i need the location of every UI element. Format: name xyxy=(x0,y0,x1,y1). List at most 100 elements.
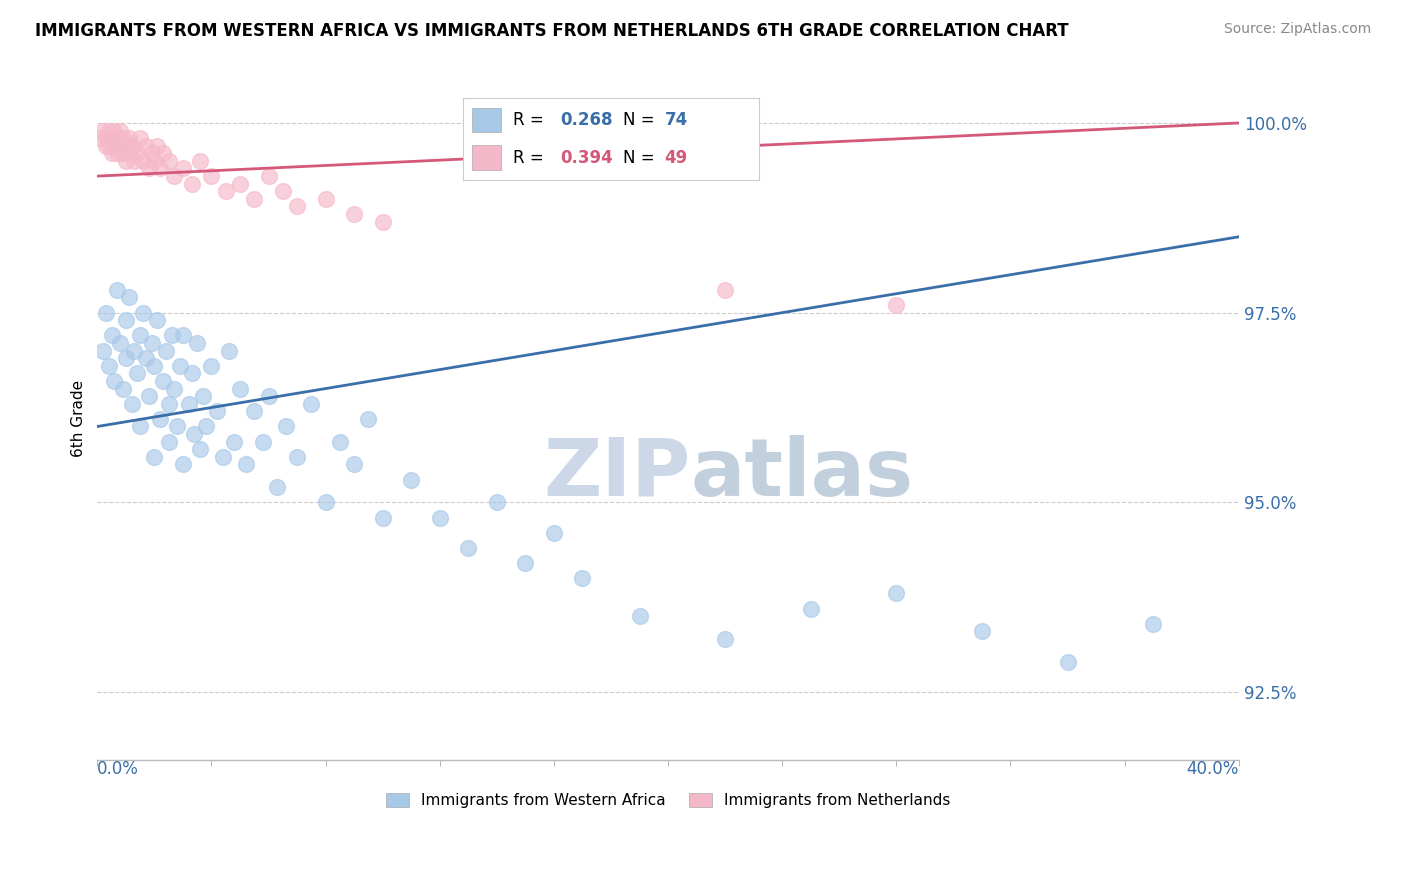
Point xyxy=(138,161,160,176)
Point xyxy=(115,313,138,327)
Point xyxy=(143,450,166,464)
Point xyxy=(315,495,337,509)
Point xyxy=(157,434,180,449)
Point xyxy=(91,123,114,137)
Point xyxy=(714,632,737,646)
Point xyxy=(149,412,172,426)
Point xyxy=(1056,655,1078,669)
Point xyxy=(135,351,157,366)
Point xyxy=(172,161,194,176)
Point xyxy=(112,146,135,161)
Text: 40.0%: 40.0% xyxy=(1187,760,1239,779)
Point xyxy=(271,184,294,198)
Point xyxy=(112,131,135,145)
Text: IMMIGRANTS FROM WESTERN AFRICA VS IMMIGRANTS FROM NETHERLANDS 6TH GRADE CORRELAT: IMMIGRANTS FROM WESTERN AFRICA VS IMMIGR… xyxy=(35,22,1069,40)
Point xyxy=(485,495,508,509)
Point xyxy=(129,131,152,145)
Point xyxy=(343,207,366,221)
Point xyxy=(543,525,565,540)
Legend: Immigrants from Western Africa, Immigrants from Netherlands: Immigrants from Western Africa, Immigran… xyxy=(380,787,956,814)
Point xyxy=(172,458,194,472)
Text: 0.0%: 0.0% xyxy=(97,760,139,779)
Point xyxy=(112,382,135,396)
Point xyxy=(235,458,257,472)
Point xyxy=(152,374,174,388)
Point xyxy=(266,480,288,494)
Point xyxy=(180,367,202,381)
Point xyxy=(160,328,183,343)
Point xyxy=(97,359,120,373)
Point xyxy=(169,359,191,373)
Point xyxy=(103,123,125,137)
Point xyxy=(118,131,141,145)
Point xyxy=(127,367,149,381)
Point xyxy=(371,510,394,524)
Point xyxy=(285,450,308,464)
Point xyxy=(257,389,280,403)
Point xyxy=(970,624,993,639)
Point xyxy=(571,571,593,585)
Point xyxy=(191,389,214,403)
Point xyxy=(205,404,228,418)
Point xyxy=(118,291,141,305)
Point xyxy=(212,450,235,464)
Point xyxy=(329,434,352,449)
Point xyxy=(157,397,180,411)
Point xyxy=(121,138,143,153)
Point xyxy=(132,306,155,320)
Point xyxy=(124,153,146,168)
Point xyxy=(157,153,180,168)
Point xyxy=(172,328,194,343)
Point xyxy=(243,404,266,418)
Point xyxy=(94,138,117,153)
Y-axis label: 6th Grade: 6th Grade xyxy=(72,380,86,458)
Point xyxy=(100,328,122,343)
Point xyxy=(143,153,166,168)
Point xyxy=(218,343,240,358)
Point xyxy=(186,336,208,351)
Point xyxy=(138,389,160,403)
Point xyxy=(243,192,266,206)
Point xyxy=(155,343,177,358)
Point xyxy=(215,184,238,198)
Point xyxy=(285,199,308,213)
Point xyxy=(252,434,274,449)
Point xyxy=(886,586,908,600)
Point xyxy=(132,153,155,168)
Point xyxy=(299,397,322,411)
Point xyxy=(200,169,222,183)
Text: Source: ZipAtlas.com: Source: ZipAtlas.com xyxy=(1223,22,1371,37)
Text: ZIP: ZIP xyxy=(544,434,690,513)
Point xyxy=(105,146,128,161)
Point xyxy=(124,343,146,358)
Point xyxy=(97,123,120,137)
Point xyxy=(194,419,217,434)
Point xyxy=(224,434,246,449)
Point xyxy=(163,382,186,396)
Point xyxy=(628,609,651,624)
Point xyxy=(121,397,143,411)
Point xyxy=(108,336,131,351)
Point xyxy=(166,419,188,434)
Point xyxy=(115,153,138,168)
Point xyxy=(105,131,128,145)
Point xyxy=(127,146,149,161)
Point xyxy=(315,192,337,206)
Point xyxy=(94,131,117,145)
Point xyxy=(229,177,252,191)
Point xyxy=(115,138,138,153)
Point xyxy=(97,138,120,153)
Point xyxy=(108,138,131,153)
Point xyxy=(200,359,222,373)
Point xyxy=(343,458,366,472)
Point xyxy=(129,419,152,434)
Point xyxy=(135,138,157,153)
Point xyxy=(103,138,125,153)
Point xyxy=(129,328,152,343)
Point xyxy=(429,510,451,524)
Point xyxy=(163,169,186,183)
Point xyxy=(357,412,380,426)
Point xyxy=(515,556,537,570)
Point xyxy=(188,442,211,457)
Point xyxy=(141,336,163,351)
